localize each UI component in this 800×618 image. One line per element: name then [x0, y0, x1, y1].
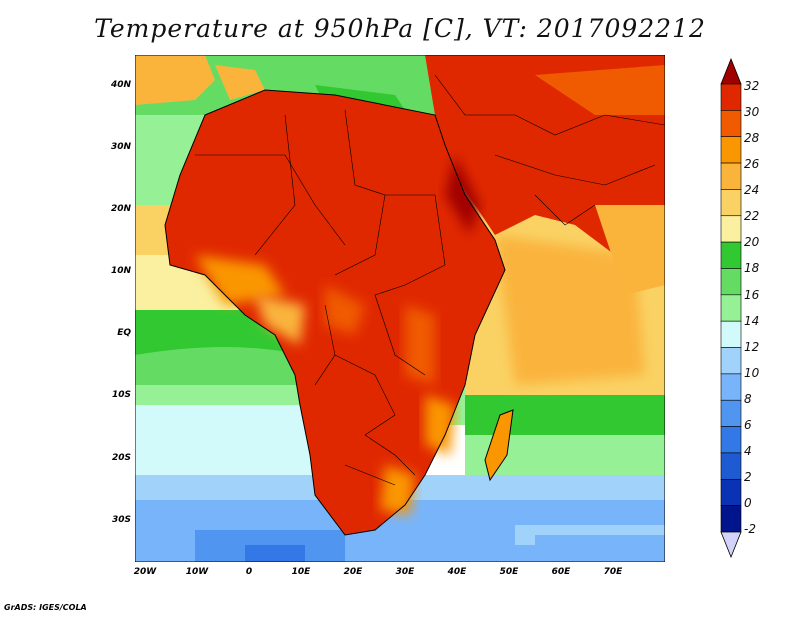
- colorbar-label: 28: [744, 131, 760, 145]
- colorbar-label: -2: [744, 522, 756, 536]
- lon-tick: 40E: [447, 567, 467, 577]
- colorbar-label: 20: [744, 235, 760, 249]
- colorbar-swatch: [720, 452, 742, 480]
- colorbar-swatch: [720, 110, 742, 138]
- colorbar-label: 32: [744, 79, 760, 93]
- colorbar-bottom-arrow: [720, 531, 742, 558]
- lon-tick: 70E: [603, 567, 623, 577]
- colorbar-label: 18: [744, 261, 760, 275]
- colorbar-swatch: [720, 83, 742, 111]
- colorbar-label: 12: [744, 340, 760, 354]
- lat-tick: 10S: [111, 390, 131, 400]
- temperature-map: [135, 55, 665, 562]
- colorbar-top-arrow: [720, 58, 742, 85]
- colorbar-swatch: [720, 373, 742, 401]
- colorbar-label: 22: [744, 209, 760, 223]
- colorbar-swatch: [720, 320, 742, 348]
- colorbar-label: 16: [744, 288, 760, 302]
- lon-tick: 20W: [133, 567, 157, 577]
- colorbar-swatch: [720, 215, 742, 243]
- lon-tick: 10E: [291, 567, 311, 577]
- lat-tick: 40N: [110, 80, 131, 90]
- colorbar-label: 2: [744, 470, 752, 484]
- colorbar-label: 30: [744, 105, 760, 119]
- colorbar-swatch: [720, 189, 742, 217]
- colorbar-label: 8: [744, 392, 752, 406]
- lat-tick: 20S: [111, 453, 131, 463]
- colorbar-swatch: [720, 136, 742, 164]
- lon-tick: 20E: [343, 567, 363, 577]
- lon-tick: 60E: [551, 567, 571, 577]
- colorbar-swatch: [720, 294, 742, 322]
- map-canvas: [135, 55, 665, 562]
- colorbar-swatch: [720, 162, 742, 190]
- lat-tick: EQ: [117, 328, 131, 338]
- lon-tick: 30E: [395, 567, 415, 577]
- colorbar-label: 4: [744, 444, 752, 458]
- colorbar-label: 10: [744, 366, 760, 380]
- map-title: Temperature at 950hPa [C], VT: 201709221…: [94, 14, 706, 43]
- colorbar-swatch: [720, 347, 742, 375]
- colorbar-swatch: [720, 478, 742, 506]
- colorbar: [720, 58, 742, 558]
- lat-tick: 20N: [110, 204, 131, 214]
- colorbar-swatch: [720, 426, 742, 454]
- lat-tick: 10N: [110, 266, 131, 276]
- colorbar-label: 24: [744, 183, 760, 197]
- lon-tick: 0: [245, 567, 253, 577]
- colorbar-label: 26: [744, 157, 760, 171]
- lat-tick: 30S: [111, 515, 131, 525]
- grads-credit: GrADS: IGES/COLA: [4, 603, 87, 612]
- colorbar-swatch: [720, 505, 742, 533]
- colorbar-swatch: [720, 241, 742, 269]
- lon-tick: 10W: [185, 567, 209, 577]
- lat-tick: 30N: [110, 142, 131, 152]
- lon-tick: 50E: [499, 567, 519, 577]
- temperature-field: [135, 55, 665, 562]
- colorbar-label: 6: [744, 418, 752, 432]
- colorbar-label: 0: [744, 496, 752, 510]
- colorbar-swatch: [720, 399, 742, 427]
- colorbar-swatch: [720, 268, 742, 296]
- colorbar-label: 14: [744, 314, 760, 328]
